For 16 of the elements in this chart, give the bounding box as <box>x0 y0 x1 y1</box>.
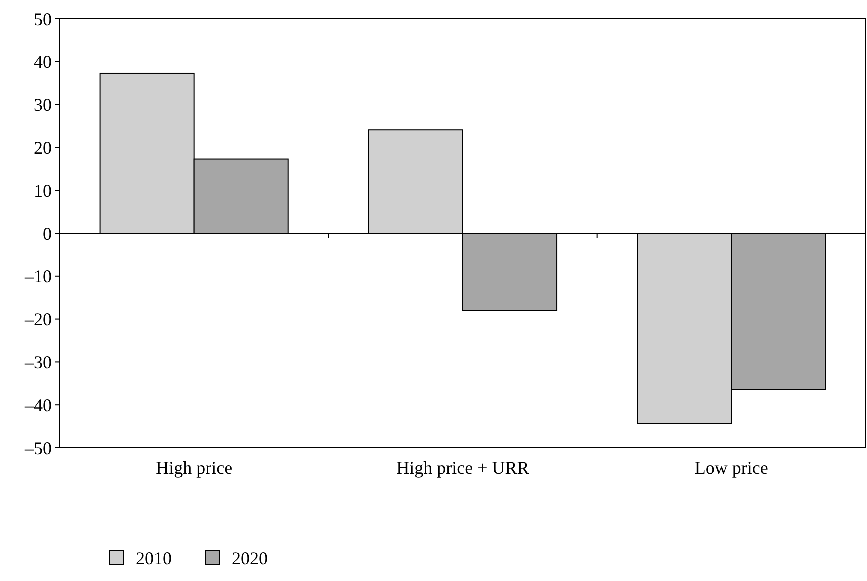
y-tick-label: 30 <box>34 95 52 116</box>
x-tick-label: High price <box>156 458 233 478</box>
y-tick-label: 40 <box>34 52 52 72</box>
y-tick-label: 20 <box>34 138 52 158</box>
x-tick-label: High price + URR <box>396 458 530 478</box>
y-tick-label: –40 <box>24 395 52 416</box>
x-tick-label: Low price <box>694 458 768 478</box>
y-tick-label: –10 <box>24 266 52 287</box>
y-tick-label: 0 <box>43 224 52 244</box>
y-tick-label: 10 <box>34 180 52 201</box>
y-tick-label: –20 <box>24 310 52 330</box>
y-tick-label: –50 <box>24 438 52 458</box>
legend-label: 2020 <box>232 548 268 568</box>
y-tick-label: –30 <box>24 352 52 372</box>
y-tick-label: 50 <box>34 9 52 30</box>
legend-label: 2010 <box>136 548 172 568</box>
